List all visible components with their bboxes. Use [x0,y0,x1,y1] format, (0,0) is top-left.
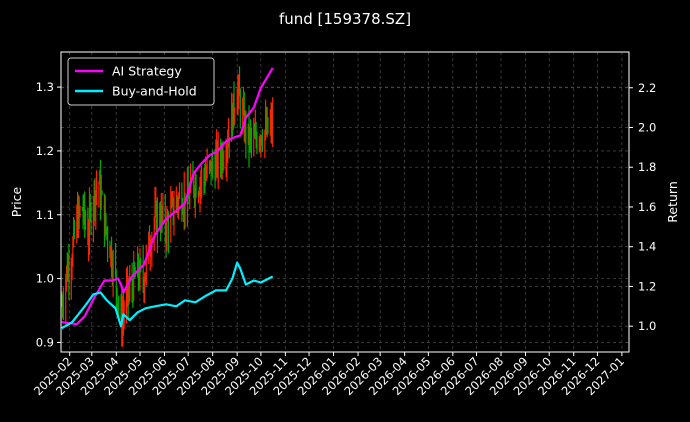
y-tick-label: 1.3 [36,80,54,94]
y2-tick-label: 1.6 [638,200,656,214]
y2-tick-label: 1.0 [638,319,656,333]
legend-label-buy-and-hold: Buy-and-Hold [112,84,197,99]
return-series [61,67,274,330]
plot-frame [60,51,630,353]
y-tick-label: 1.2 [36,144,54,158]
y-axis-title: Price [9,186,24,217]
y2-tick-label: 2.2 [638,81,656,95]
legend-label-ai-strategy: AI Strategy [112,64,182,79]
ai-strategy-line [61,67,274,326]
buy-and-hold-line [61,261,274,330]
y2-tick-label: 2.0 [638,120,656,134]
y2-tick-label: 1.2 [638,279,656,293]
y-tick-label: 1.1 [36,208,54,222]
chart-title: fund [159378.SZ] [279,10,411,28]
legend-box [67,57,215,106]
y2-axis-title: Return [665,181,680,222]
legend: AI Strategy Buy-and-Hold [67,57,215,106]
y2-tick-label: 1.8 [638,160,656,174]
y-tick-label: 1.0 [36,272,54,286]
y2-tick-label: 1.4 [638,240,656,254]
y-tick-label: 0.9 [36,335,54,349]
